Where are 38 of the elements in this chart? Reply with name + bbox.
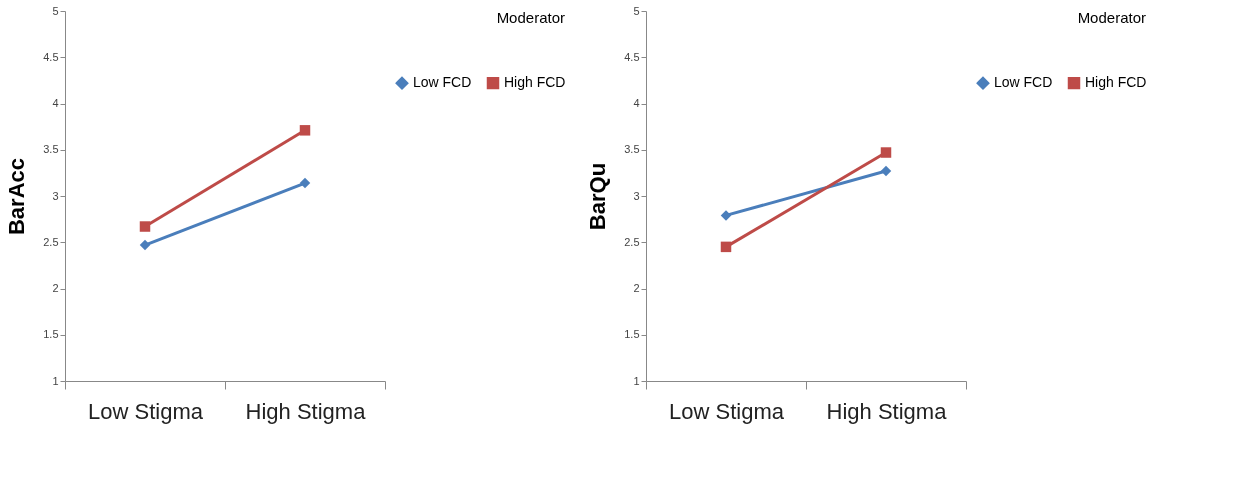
x-tick-label: Low Stigma xyxy=(88,398,204,424)
point xyxy=(139,221,151,232)
y-axis-title: BarAcc xyxy=(4,157,30,236)
y-tick-label: 3 xyxy=(52,189,59,202)
y-tick-label: 3.5 xyxy=(43,143,59,156)
point xyxy=(299,125,311,136)
y-tick-label: 3 xyxy=(633,189,640,202)
y-tick-label: 4 xyxy=(633,97,640,109)
legend-title: Moderator xyxy=(496,9,565,26)
y-tick-label: 4.5 xyxy=(624,50,640,63)
point xyxy=(299,177,311,189)
y-tick-label: 5 xyxy=(633,4,640,17)
x-tick-label: Low Stigma xyxy=(669,398,785,424)
point xyxy=(720,210,732,221)
x-tick-label: High Stigma xyxy=(826,398,948,424)
point xyxy=(880,147,892,158)
point xyxy=(720,241,732,253)
y-tick-label: 2.5 xyxy=(624,235,640,248)
y-tick-label: 2.5 xyxy=(43,235,59,248)
y-tick-label: 3.5 xyxy=(624,143,640,156)
legend-title: Moderator xyxy=(1077,9,1146,26)
legend-label: Low FCD xyxy=(413,74,472,91)
y-tick-label: 1.5 xyxy=(43,328,59,341)
y-tick-label: 4.5 xyxy=(43,50,59,63)
legend-label: High FCD xyxy=(1085,74,1147,91)
y-axis-title: BarQu xyxy=(585,162,611,231)
y-tick-label: 1 xyxy=(52,374,59,387)
y-tick-label: 1.5 xyxy=(624,328,640,341)
point xyxy=(880,165,892,177)
y-tick-label: 2 xyxy=(52,282,59,294)
y-tick-label: 1 xyxy=(633,374,640,387)
legend-label: High FCD xyxy=(504,74,566,91)
y-tick-label: 2 xyxy=(633,282,640,294)
y-tick-label: 5 xyxy=(52,4,59,17)
y-tick-label: 4 xyxy=(52,97,59,109)
point xyxy=(139,239,151,251)
x-tick-label: High Stigma xyxy=(245,398,367,424)
legend-label: Low FCD xyxy=(994,74,1053,91)
